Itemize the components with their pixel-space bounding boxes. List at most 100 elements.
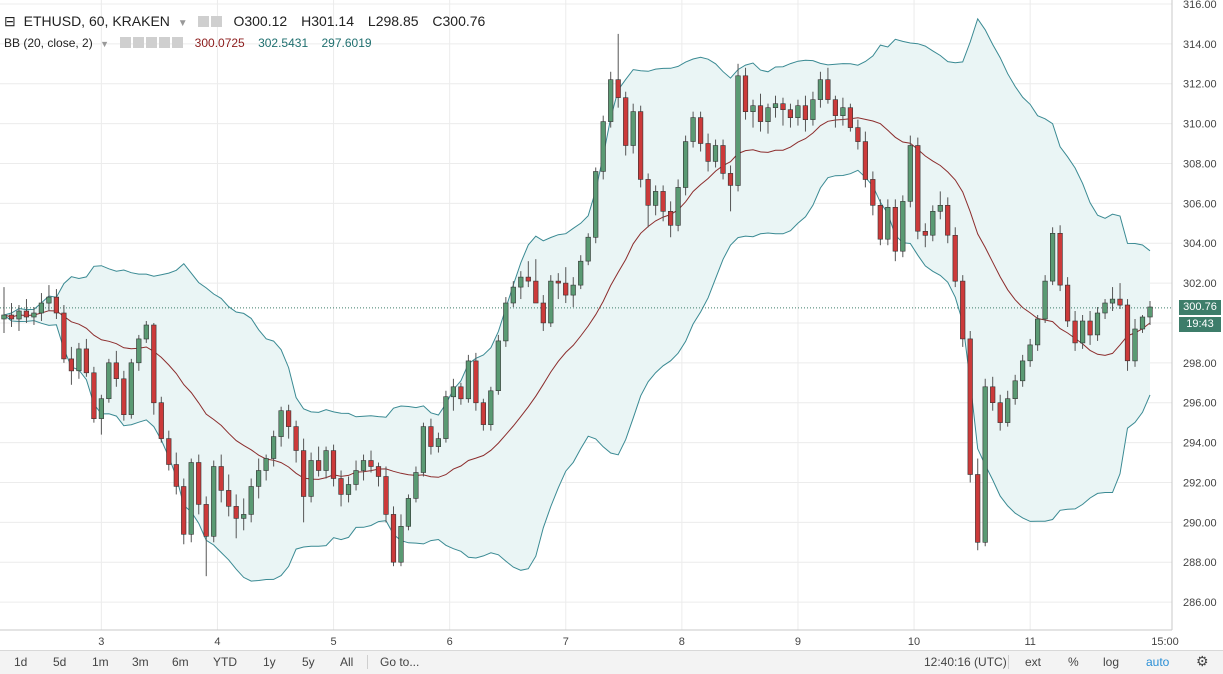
candle-body xyxy=(53,296,59,314)
candle-body xyxy=(960,280,966,340)
indicator-basis-value: 300.0725 xyxy=(194,36,245,50)
candle-body xyxy=(151,324,157,404)
symbol-label[interactable]: ETHUSD, 60, KRAKEN xyxy=(23,13,170,29)
y-tick-label: 308.00 xyxy=(1183,158,1217,170)
x-tick-label: 4 xyxy=(214,636,220,648)
gear-icon[interactable]: ⚙ xyxy=(1196,653,1209,669)
candle-body xyxy=(1072,320,1078,344)
range-ytd-button[interactable]: YTD xyxy=(213,655,237,669)
candle-body xyxy=(1147,306,1153,318)
indicator-settings-icon[interactable] xyxy=(133,37,145,48)
candle-body xyxy=(892,207,898,252)
candle-body xyxy=(121,378,127,415)
ohlc-close: C300.76 xyxy=(432,13,486,29)
goto-button[interactable]: Go to... xyxy=(380,655,420,669)
candle-body xyxy=(840,107,846,116)
candle-body xyxy=(383,476,389,515)
indicator-lower-value: 297.6019 xyxy=(321,36,372,50)
toolbar-divider xyxy=(367,655,368,669)
symbol-dropdown-icon[interactable]: ▼ xyxy=(177,18,188,29)
candle-body xyxy=(128,362,134,415)
candle-body xyxy=(188,462,194,535)
ext-toggle[interactable]: ext xyxy=(1025,655,1042,669)
range-1y-button[interactable]: 1y xyxy=(263,655,276,669)
range-all-button[interactable]: All xyxy=(340,655,354,669)
indicator-remove-icon[interactable] xyxy=(172,37,184,48)
log-toggle[interactable]: log xyxy=(1103,655,1120,669)
candle-body xyxy=(885,207,891,240)
range-5d-button[interactable]: 5d xyxy=(53,655,67,669)
symbol-settings-icon[interactable] xyxy=(210,16,222,27)
y-tick-label: 296.00 xyxy=(1183,398,1217,410)
y-tick-label: 288.00 xyxy=(1183,557,1217,569)
candle-body xyxy=(615,79,621,98)
candle-body xyxy=(420,426,427,473)
percent-toggle[interactable]: % xyxy=(1068,655,1079,669)
candle-body xyxy=(997,402,1003,423)
candle-body xyxy=(503,302,509,342)
candle-body xyxy=(727,173,734,186)
candle-body xyxy=(937,205,943,212)
candle-body xyxy=(585,236,591,262)
candle-body xyxy=(990,386,996,403)
candle-body xyxy=(1087,320,1093,336)
candle-body xyxy=(518,276,524,288)
candle-body xyxy=(1124,304,1131,362)
range-3m-button[interactable]: 3m xyxy=(132,655,149,669)
indicator-add-icon[interactable] xyxy=(146,37,158,48)
candle-body xyxy=(390,514,397,563)
bottom-toolbar: 1d 5d 1m 3m 6m YTD 1y 5y All Go to... 12… xyxy=(0,650,1223,674)
candle-body xyxy=(76,348,82,372)
candle-body xyxy=(270,436,277,459)
candle-body xyxy=(1080,320,1086,344)
candle-body xyxy=(608,79,614,122)
price-chart[interactable]: 286.00 288.00 290.00 292.00 294.00 296.00 298.… xyxy=(0,0,1223,650)
auto-toggle[interactable]: auto xyxy=(1146,655,1170,669)
candle-body xyxy=(1057,233,1063,286)
countdown-badge: 19:43 xyxy=(1179,317,1221,332)
candle-body xyxy=(488,390,494,425)
candle-body xyxy=(1050,233,1056,282)
candle-body xyxy=(255,470,262,487)
candle-body xyxy=(817,79,823,100)
ohlc-low: L298.85 xyxy=(367,13,419,29)
indicator-hide-icon[interactable] xyxy=(120,37,132,48)
indicator-dropdown-icon[interactable]: ▼ xyxy=(100,39,109,49)
candle-body xyxy=(967,338,973,475)
indicator-label[interactable]: BB (20, close, 2) xyxy=(4,36,93,50)
candle-body xyxy=(922,231,928,236)
candle-body xyxy=(68,358,74,372)
candle-body xyxy=(855,127,861,142)
candle-body xyxy=(900,201,906,252)
candle-body xyxy=(345,484,352,495)
candle-body xyxy=(136,338,142,364)
range-1d-button[interactable]: 1d xyxy=(14,655,28,669)
candle-body xyxy=(158,402,164,439)
candle-body xyxy=(533,280,539,304)
candle-body xyxy=(570,284,576,296)
candle-body xyxy=(787,109,793,118)
candle-body xyxy=(637,111,644,180)
clock-readout[interactable]: 12:40:16 (UTC) xyxy=(924,655,1007,669)
candle-body xyxy=(16,310,22,320)
candle-body xyxy=(181,486,187,535)
chart-collapse-icon[interactable]: ⊟ xyxy=(4,13,16,29)
range-1m-button[interactable]: 1m xyxy=(92,655,109,669)
y-tick-label: 316.00 xyxy=(1183,0,1217,11)
x-tick-label: 11 xyxy=(1024,636,1035,648)
symbol-hide-icon[interactable] xyxy=(197,16,209,27)
candle-body xyxy=(712,145,719,162)
indicator-more-icon[interactable] xyxy=(159,37,171,48)
candle-body xyxy=(203,504,209,537)
candle-body xyxy=(458,386,464,400)
range-6m-button[interactable]: 6m xyxy=(172,655,189,669)
y-tick-label: 292.00 xyxy=(1183,477,1217,489)
candle-body xyxy=(166,438,172,465)
x-tick-label: 8 xyxy=(679,636,685,648)
candle-body xyxy=(757,105,764,122)
candle-body xyxy=(1109,298,1116,304)
range-5y-button[interactable]: 5y xyxy=(302,655,315,669)
candle-body xyxy=(91,372,97,419)
candle-body xyxy=(353,470,359,485)
candle-body xyxy=(825,79,831,100)
